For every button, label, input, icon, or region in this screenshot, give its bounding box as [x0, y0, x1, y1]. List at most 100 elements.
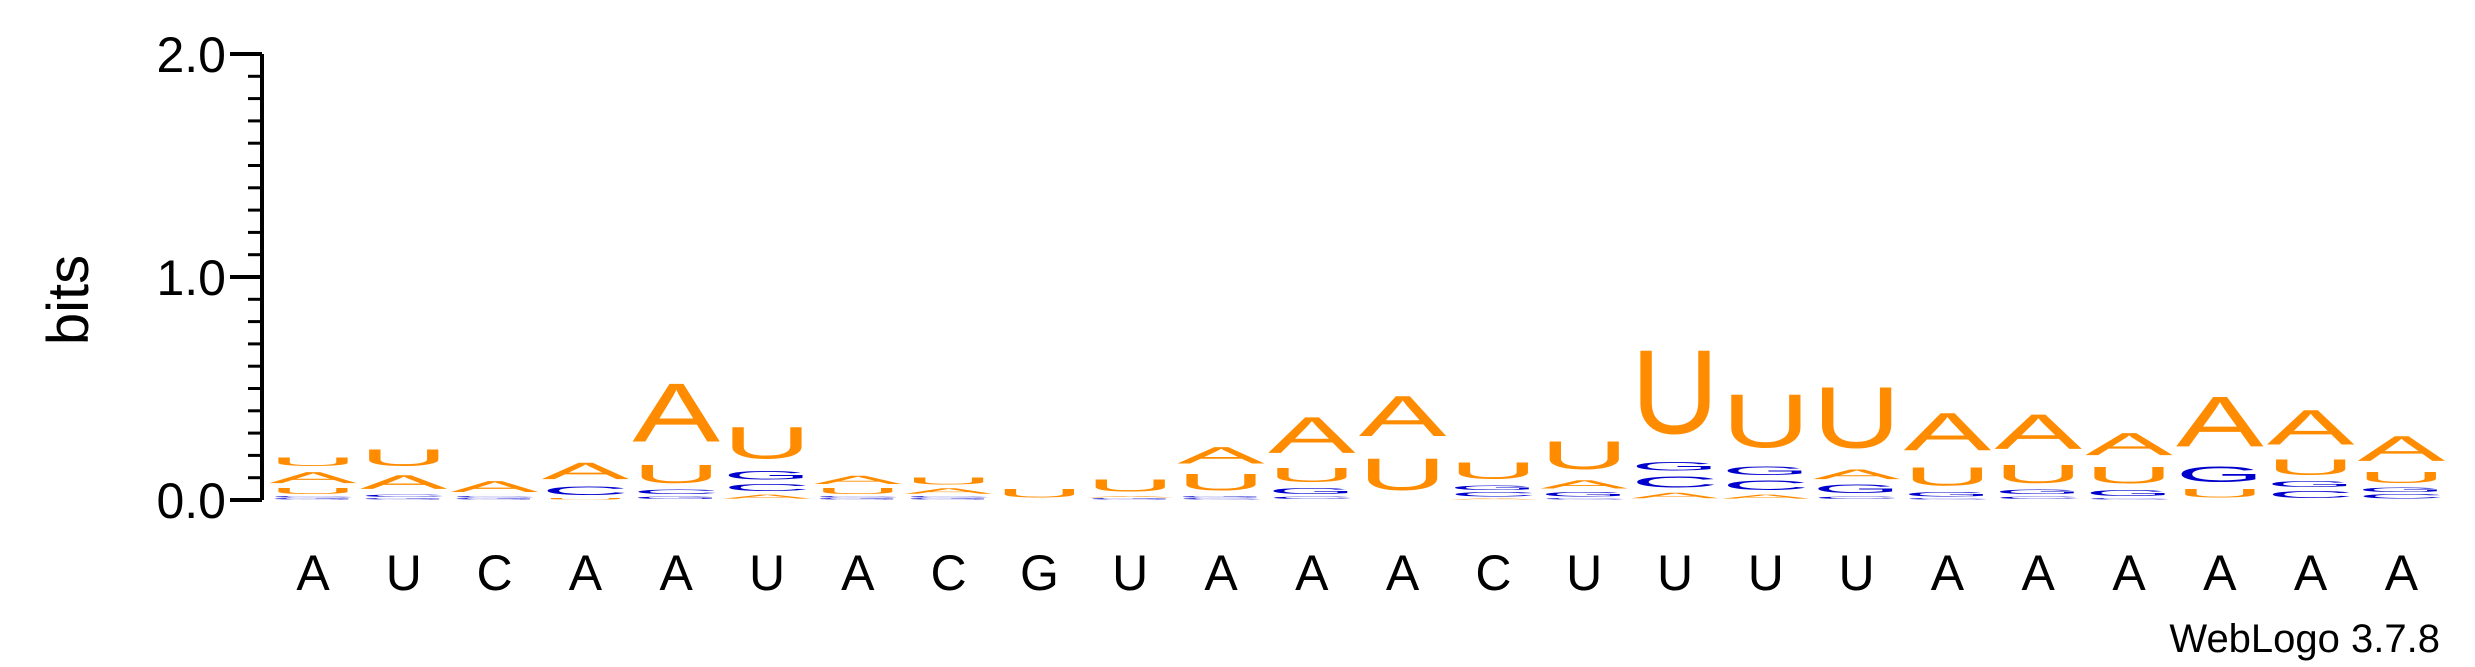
y-tick-label: 1.0 [156, 250, 226, 306]
logo-letter-C: C [2267, 489, 2355, 500]
logo-letter-C: C [2085, 498, 2173, 500]
position-label: A [2385, 545, 2419, 601]
logo-letter-A: A [2176, 382, 2264, 462]
logo-letter-G: G [1540, 491, 1628, 498]
position-label: U [1112, 545, 1148, 601]
logo-letter-G: G [1268, 487, 1356, 496]
logo-letter-U: U [1722, 380, 1810, 464]
logo-letter-C: C [723, 482, 811, 493]
logo-letter-G: G [1813, 482, 1901, 495]
weblogo-version-footer: WebLogo 3.7.8 [2169, 617, 2440, 661]
logo-letter-C: C [905, 496, 993, 498]
logo-letter-C: C [1177, 498, 1265, 500]
logo-letter-G: G [2357, 487, 2445, 494]
logo-letter-A: A [1450, 498, 1538, 500]
logo-letter-C: C [1994, 496, 2082, 500]
logo-letter-G: G [905, 498, 993, 500]
logo-letter-U: U [541, 498, 629, 500]
logo-letter-C: C [269, 496, 357, 498]
position-label: G [1020, 545, 1059, 601]
logo-letter-A: A [632, 366, 720, 459]
logo-letter-U: U [905, 476, 993, 487]
logo-letter-C: C [1722, 478, 1810, 494]
logo-letter-U: U [360, 444, 448, 471]
position-label: A [1931, 545, 1965, 601]
y-tick-label: 0.0 [156, 473, 226, 529]
logo-letter-A: A [269, 469, 357, 487]
logo-letter-G: G [2176, 462, 2264, 486]
y-axis: 0.0 1.0 2.0 [156, 27, 264, 529]
position-label: U [1839, 545, 1875, 601]
logo-letter-C: C [541, 485, 629, 498]
position-label: C [477, 545, 513, 601]
logo-letter-G: G [2085, 489, 2173, 498]
logo-letter-G: G [1994, 489, 2082, 496]
logo-letter-U: U [995, 487, 1083, 500]
logo-letter-U: U [1177, 469, 1265, 496]
position-label: U [1748, 545, 1784, 601]
logo-letter-C: C [2357, 493, 2445, 500]
logo-letter-C: C [1631, 473, 1719, 491]
logo-letter-G: G [814, 498, 902, 500]
logo-letter-G: G [360, 498, 448, 500]
logo-letter-C: C [814, 496, 902, 498]
position-label: U [386, 545, 422, 601]
logo-letter-C: C [1449, 491, 1537, 498]
logo-letter-U: U [1449, 458, 1537, 485]
position-label: U [1657, 545, 1693, 601]
logo-letter-U: U [1994, 460, 2082, 489]
logo-letter-U: U [1631, 326, 1719, 460]
position-label: A [1295, 545, 1329, 601]
logo-letter-A: A [905, 487, 993, 496]
logo-letter-C: C [1813, 496, 1901, 500]
logo-letter-U: U [1359, 449, 1447, 500]
logo-letter-G: G [269, 498, 357, 500]
position-label: U [749, 545, 785, 601]
logo-letter-A: A [2267, 400, 2356, 456]
logo-letter-A: A [723, 493, 811, 500]
logo-letter-G: G [1631, 460, 1719, 473]
logo-letter-U: U [632, 460, 720, 489]
logo-letter-G: G [1086, 498, 1174, 500]
logo-letter-G: G [723, 469, 811, 482]
position-label: A [841, 545, 875, 601]
position-label: C [1475, 545, 1511, 601]
logo-letter-U: U [2357, 469, 2445, 487]
logo-letter-G: G [1722, 464, 1810, 477]
logo-letter-U: U [1903, 462, 1991, 491]
logo-letter-U: U [2267, 455, 2355, 480]
logo-letter-A: A [1359, 384, 1447, 448]
logo-letter-U: U [1086, 476, 1174, 496]
logo-letter-U: U [723, 417, 811, 468]
logo-letter-A: A [451, 478, 539, 496]
position-label: A [569, 545, 603, 601]
logo-letter-A: A [1086, 496, 1174, 498]
logo-letter-A: A [1722, 493, 1810, 500]
position-label: A [2294, 545, 2328, 601]
y-tick-label: 2.0 [156, 27, 226, 83]
logo-letter-U: U [1813, 369, 1901, 466]
logo-letter-A: A [360, 471, 448, 493]
y-axis-label: bits [36, 255, 101, 345]
logo-letter-G: G [632, 496, 720, 500]
position-label: A [1204, 545, 1238, 601]
logo-letter-G: G [1449, 484, 1537, 491]
logo-letter-A: A [1904, 402, 1992, 462]
position-label: C [931, 545, 967, 601]
logo-letter-C: C [1268, 496, 1356, 500]
logo-letter-G: G [1903, 491, 1991, 498]
position-label: A [2203, 545, 2237, 601]
logo-letter-G: G [451, 498, 539, 500]
logo-letter-G: G [2267, 480, 2355, 489]
logo-letter-U: U [1540, 433, 1628, 477]
logo-letter-A: A [1813, 466, 1902, 482]
position-label: A [660, 545, 694, 601]
logo-letter-A: A [2085, 426, 2173, 462]
logo-letter-A: A [1631, 491, 1719, 500]
logo-letter-U: U [269, 487, 357, 496]
logo-letter-A: A [1994, 404, 2083, 460]
logo-letter-U: U [2176, 487, 2264, 500]
logo-letter-C: C [360, 493, 448, 497]
